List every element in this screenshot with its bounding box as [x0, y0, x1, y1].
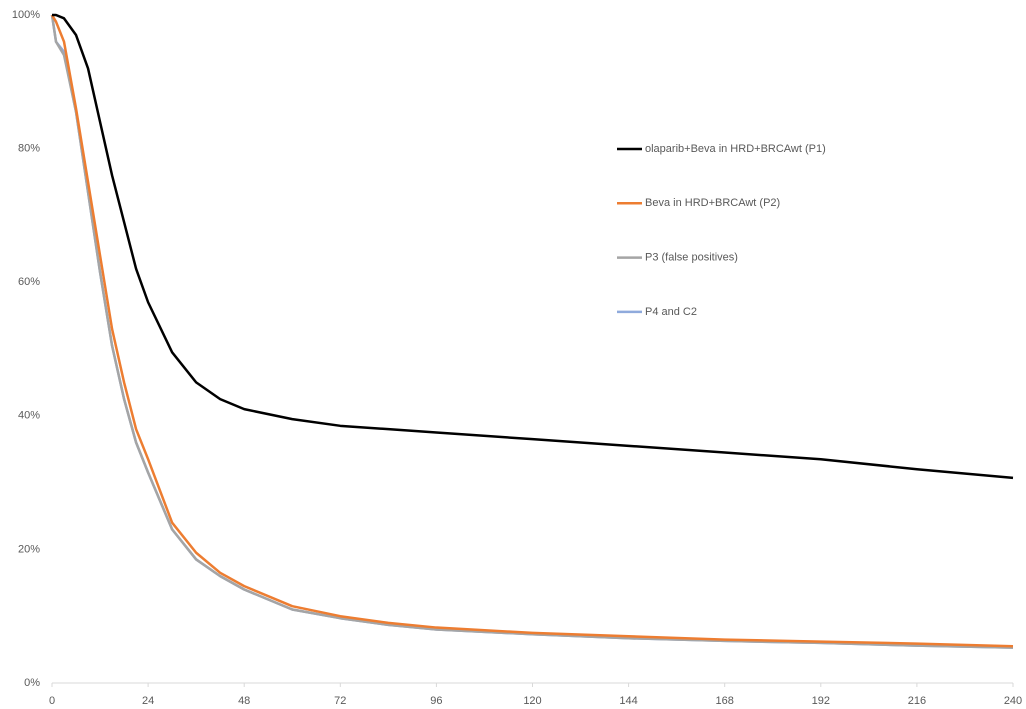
x-tick-label: 120: [523, 695, 541, 707]
x-tick-label: 168: [716, 695, 734, 707]
series-line: [50, 14, 1014, 649]
y-tick-label: 20%: [18, 543, 40, 555]
x-tick-label: 72: [334, 695, 346, 707]
x-tick-label: 0: [49, 695, 55, 707]
x-tick-label: 216: [908, 695, 926, 707]
legend-label: P3 (false positives): [645, 252, 738, 264]
x-tick-label: 96: [430, 695, 442, 707]
y-tick-label: 60%: [18, 276, 40, 288]
x-tick-label: 48: [238, 695, 250, 707]
legend-label: Beva in HRD+BRCAwt (P2): [645, 197, 780, 209]
x-tick-label: 144: [619, 695, 637, 707]
series-line: [52, 13, 1014, 480]
y-tick-label: 0%: [24, 677, 40, 689]
x-tick-label: 240: [1004, 695, 1022, 707]
series-line: [50, 14, 1014, 648]
legend-label: olaparib+Beva in HRD+BRCAwt (P1): [645, 143, 826, 155]
y-tick-label: 100%: [12, 9, 40, 21]
x-tick-label: 192: [812, 695, 830, 707]
x-tick-label: 24: [142, 695, 154, 707]
y-tick-label: 40%: [18, 410, 40, 422]
y-tick-label: 80%: [18, 143, 40, 155]
legend-label: P4 and C2: [645, 306, 697, 318]
